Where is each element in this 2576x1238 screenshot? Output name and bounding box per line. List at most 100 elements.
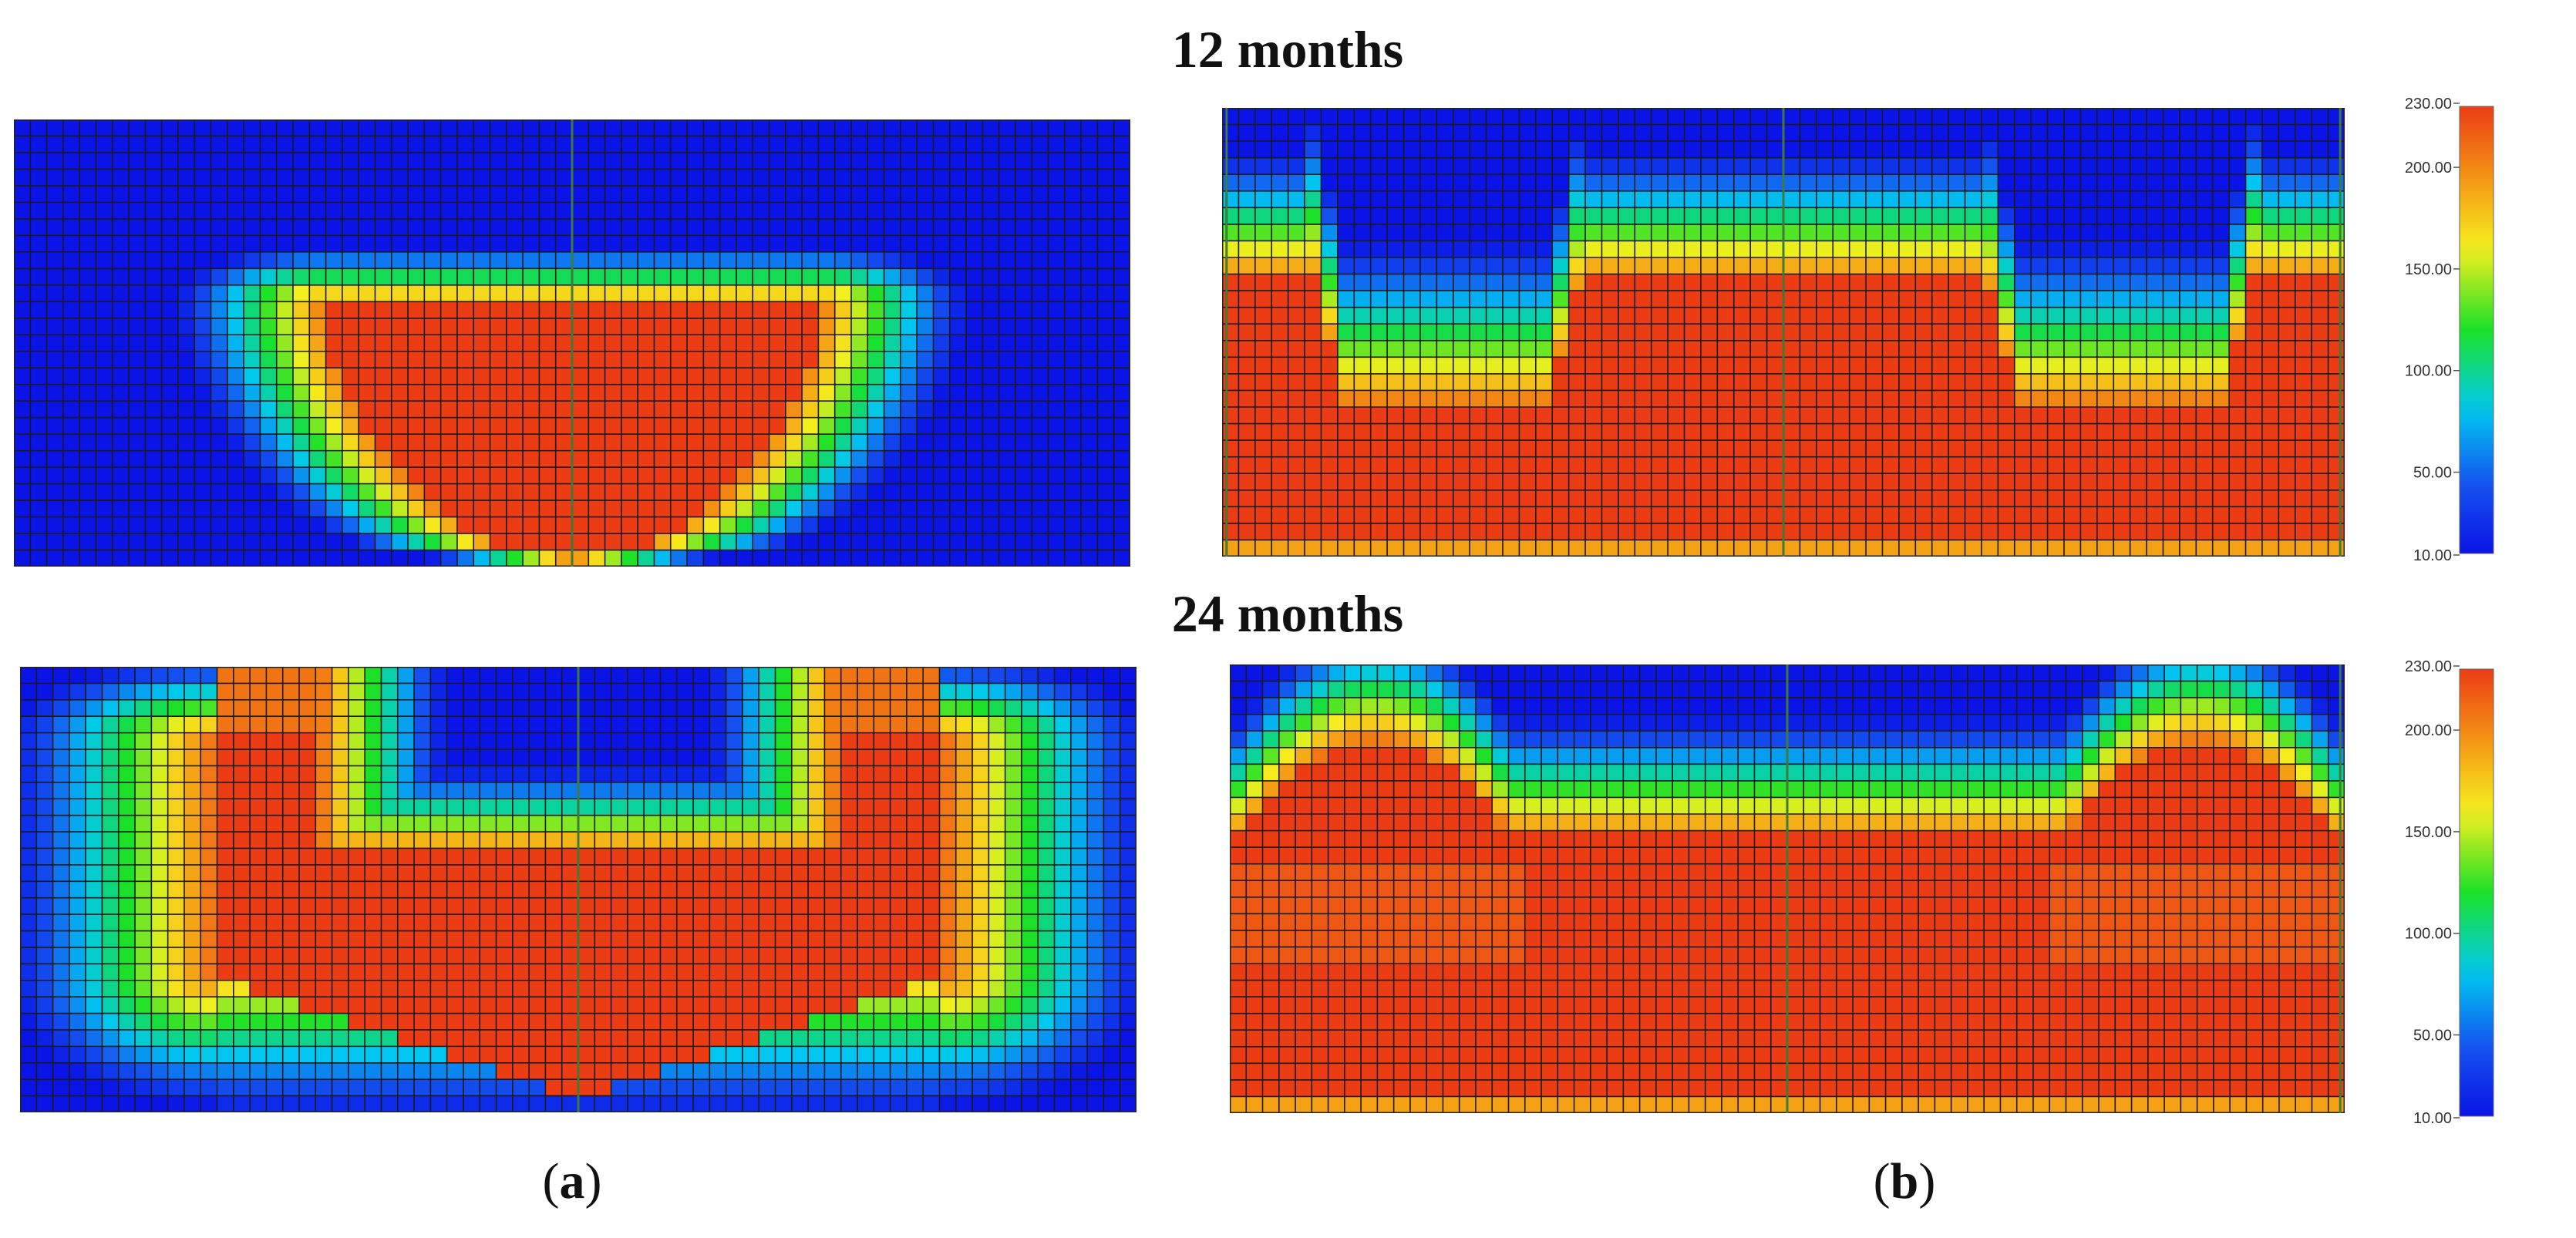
heatmap-cell (463, 897, 480, 915)
heatmap-cell (900, 119, 918, 136)
heatmap-cell (1436, 390, 1454, 408)
heatmap-cell (2261, 141, 2279, 159)
heatmap-cell (129, 417, 146, 435)
heatmap-cell (325, 284, 343, 302)
heatmap-cell (96, 318, 113, 335)
heatmap-cell (1717, 390, 1735, 408)
heatmap-cell (1120, 881, 1136, 899)
heatmap-cell (2229, 373, 2246, 391)
heatmap-cell (1866, 357, 1883, 375)
heatmap-cell (1866, 340, 1883, 358)
heatmap-cell (900, 500, 918, 517)
heatmap-cell (430, 964, 448, 981)
heatmap-cell (1370, 473, 1388, 491)
heatmap-cell (375, 384, 392, 402)
heatmap-cell (1585, 324, 1602, 341)
heatmap-cell (177, 450, 195, 468)
heatmap-cell (1254, 207, 1272, 225)
heatmap-cell (1387, 207, 1404, 225)
heatmap-cell (456, 516, 474, 534)
heatmap-cell (1668, 108, 1685, 125)
heatmap-cell (414, 799, 431, 816)
heatmap-cell (1048, 401, 1066, 419)
heatmap-cell (1015, 284, 1032, 302)
heatmap-cell (972, 683, 989, 701)
heatmap-cell (381, 765, 399, 783)
heatmap-cell (200, 765, 217, 783)
heatmap-cell (79, 533, 96, 550)
heatmap-cell (293, 202, 310, 220)
heatmap-cell (1783, 440, 1800, 458)
heatmap-cell (802, 533, 819, 550)
heatmap-cell (1816, 108, 1834, 125)
heatmap-cell (446, 667, 464, 684)
heatmap-cell (1032, 550, 1049, 567)
heatmap-cell (1038, 749, 1055, 766)
heatmap-cell (1054, 881, 1072, 899)
heatmap-cell (1070, 947, 1088, 964)
heatmap-cell (135, 799, 152, 816)
heatmap-cell (900, 417, 918, 435)
heatmap-cell (244, 500, 261, 517)
heatmap-cell (638, 119, 655, 136)
heatmap-cell (719, 335, 737, 352)
heatmap-cell (1519, 473, 1537, 491)
heatmap-cell (512, 832, 530, 849)
heatmap-cell (365, 964, 382, 981)
heatmap-cell (20, 881, 37, 899)
heatmap-cell (917, 152, 934, 170)
heatmap-cell (1120, 749, 1136, 766)
heatmap-cell (2212, 440, 2230, 458)
heatmap-cell (1321, 307, 1339, 325)
heatmap-cell (52, 765, 70, 783)
heatmap-cell (1898, 506, 1916, 524)
heatmap-cell (1321, 357, 1339, 375)
heatmap-cell (1635, 190, 1652, 208)
heatmap-cell (151, 848, 169, 866)
heatmap-cell (545, 782, 563, 799)
heatmap-cell (1651, 274, 1669, 291)
heatmap-cell (857, 732, 874, 750)
heatmap-cell (561, 815, 579, 833)
heatmap-cell (342, 251, 359, 269)
heatmap-cell (523, 318, 540, 335)
heatmap-cell (2096, 108, 2114, 125)
heatmap-cell (135, 964, 152, 981)
heatmap-cell (496, 881, 514, 899)
heatmap-cell (456, 550, 474, 567)
heatmap-cell (604, 136, 622, 153)
heatmap-cell (496, 848, 514, 866)
heatmap-cell (1305, 174, 1322, 192)
heatmap-cell (840, 716, 858, 734)
heatmap-cell (1915, 540, 1933, 557)
heatmap-cell (62, 550, 80, 567)
heatmap-cell (594, 749, 611, 766)
heatmap-cell (1568, 124, 1586, 142)
heatmap-cell (2196, 207, 2214, 225)
heatmap-cell (506, 401, 524, 419)
heatmap-cell (1021, 716, 1039, 734)
heatmap-cell (1898, 190, 1916, 208)
heatmap-cell (539, 202, 557, 220)
heatmap-cell (30, 235, 47, 253)
heatmap-cell (529, 848, 546, 866)
heatmap-cell (572, 185, 589, 203)
heatmap-cell (2163, 274, 2180, 291)
heatmap-cell (2179, 340, 2197, 358)
heatmap-cell (2229, 473, 2246, 491)
heatmap-cell (414, 699, 431, 717)
heatmap-cell (2064, 190, 2081, 208)
heatmap-cell (1882, 141, 1900, 159)
heatmap-cell (1038, 716, 1055, 734)
heatmap-cell (539, 251, 557, 269)
heatmap-cell (276, 417, 294, 435)
heatmap-cell (309, 483, 326, 501)
heatmap-cell (900, 318, 918, 335)
heatmap-cell (775, 667, 793, 684)
heatmap-cell (151, 765, 169, 783)
heatmap-cell (1054, 782, 1072, 799)
heatmap-cell (785, 516, 803, 534)
heatmap-cell (480, 683, 497, 701)
heatmap-cell (430, 765, 448, 783)
heatmap-cell (342, 516, 359, 534)
